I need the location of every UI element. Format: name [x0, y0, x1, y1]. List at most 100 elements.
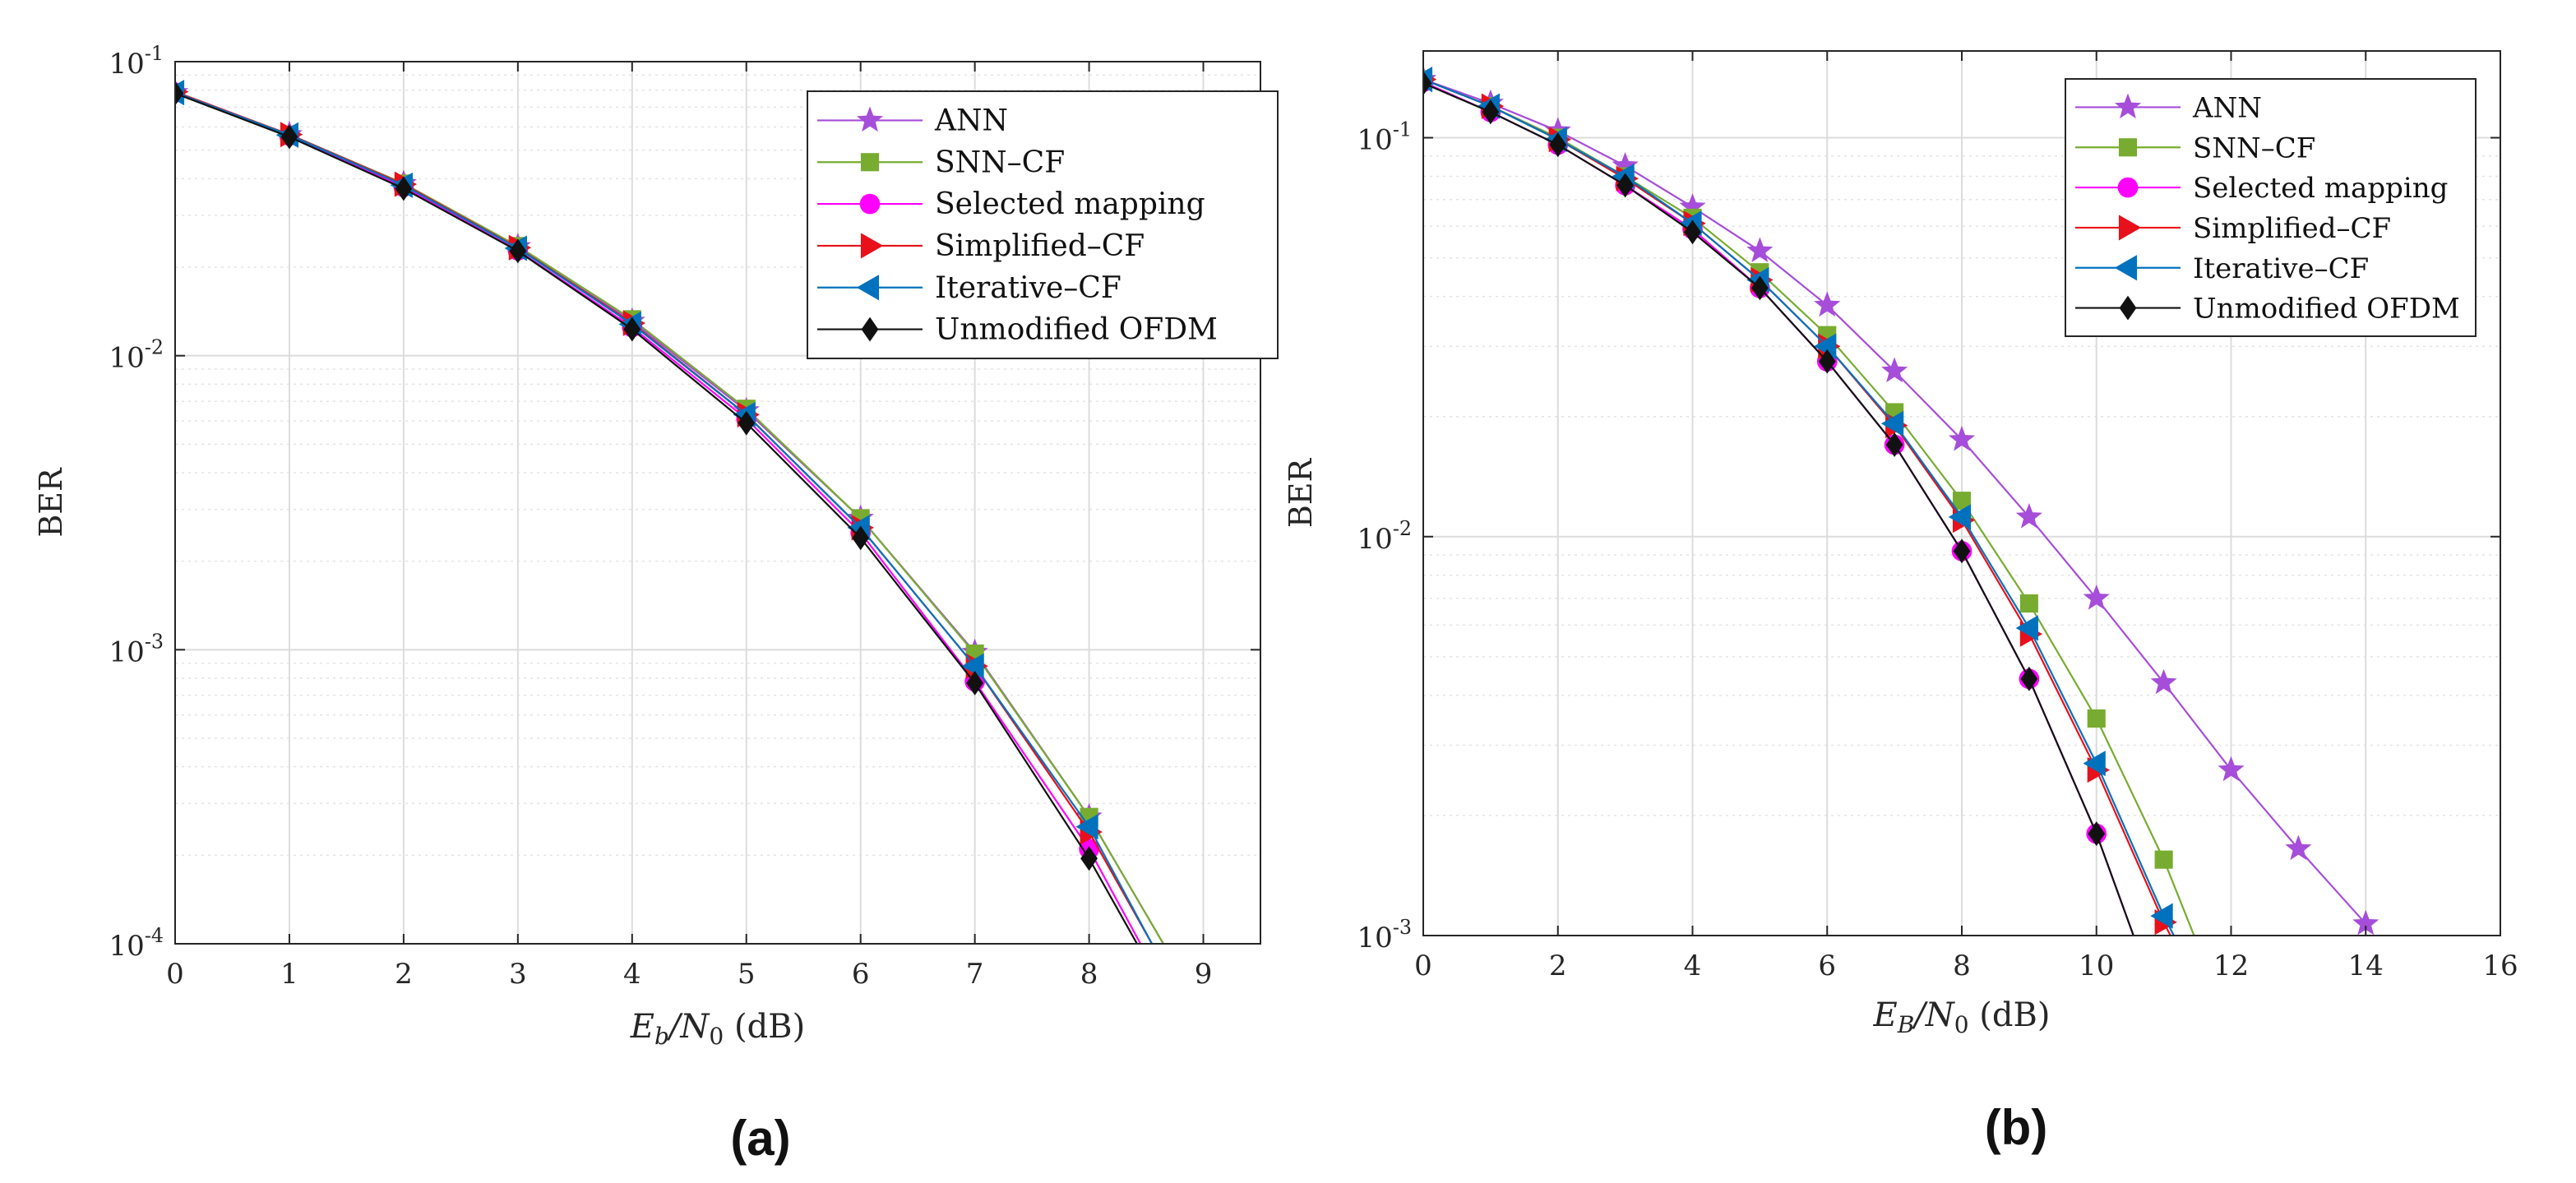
legend-box — [807, 90, 1279, 359]
series-line — [175, 91, 1153, 944]
data-point: Unmodified OFDM: (4, 0.058) — [1684, 220, 1701, 245]
data-point: ANN: (8, 0.0175) — [1948, 425, 1976, 451]
y-tick-label: 10-4 — [109, 924, 164, 963]
legend-item: SNN–CF — [2075, 132, 2315, 164]
legend-marker — [859, 193, 881, 215]
data-point: Unmodified OFDM: (3, 0.0227) — [509, 238, 527, 264]
data-point: Unmodified OFDM: (1, 0.0555) — [280, 124, 298, 150]
y-tick-label: 10-1 — [109, 42, 164, 81]
data-point: SNN–CF: (10, 0.0035) — [2087, 709, 2106, 728]
x-tick-label: 0 — [166, 958, 184, 991]
data-point: Unmodified OFDM: (10, 0.0018) — [2088, 821, 2106, 847]
legend-marker — [2118, 138, 2138, 157]
data-point: Unmodified OFDM: (0, 0.137) — [1423, 71, 1432, 96]
legend: ANN SNN–CF Selected mapping Simplified–CF It… — [2065, 78, 2477, 337]
x-tick-label: 4 — [623, 958, 641, 991]
legend-item: Selected mapping — [817, 187, 1205, 221]
x-tick-label: 5 — [738, 958, 756, 991]
x-tick-label: 8 — [1953, 950, 1971, 982]
x-tick-label: 2 — [1549, 950, 1567, 982]
legend-marker — [856, 106, 884, 132]
data-point: Iterative–CF: (7, 0.00088) — [961, 653, 984, 679]
x-axis-label: Eb/N0 (dB) — [630, 1008, 805, 1050]
legend-marker — [2114, 255, 2138, 281]
data-point: Iterative–CF: (7, 0.0192) — [1880, 410, 1904, 437]
data-point: ANN: (3, 0.085) — [1612, 151, 1639, 178]
data-point: Unmodified OFDM: (8, 0.0092) — [1953, 538, 1971, 564]
legend-label: SNN–CF — [2193, 132, 2315, 164]
series-5: Unmodified OFDM: (0, 0.078) Unmodified OF… — [175, 81, 1138, 944]
legend-label: ANN — [934, 104, 1008, 137]
x-tick-label: 0 — [1414, 950, 1432, 982]
legend-label: Simplified–CF — [2193, 212, 2391, 245]
legend-label: SNN–CF — [935, 146, 1065, 179]
data-point: Unmodified OFDM: (2, 0.037) — [395, 176, 413, 201]
series-line — [1423, 82, 2134, 936]
legend-item: Iterative–CF — [817, 271, 1122, 305]
data-point: Unmodified OFDM: (0, 0.078) — [175, 81, 184, 106]
x-tick-label: 6 — [1818, 950, 1836, 982]
data-point: Unmodified OFDM: (2, 0.096) — [1549, 132, 1567, 158]
data-point: Iterative–CF: (8, 0.0112) — [1948, 504, 1972, 530]
data-point: ANN: (11, 0.0043) — [2150, 668, 2177, 695]
x-tick-label: 9 — [1195, 958, 1213, 991]
legend-label: Simplified–CF — [935, 229, 1145, 263]
data-point: ANN: (7, 0.026) — [1881, 357, 1908, 383]
y-tick-label: 10-3 — [1357, 916, 1412, 954]
series-line — [175, 92, 1138, 944]
series-0: ANN: (0, 0.14)ANN: (1, 0.122)ANN: (2, 0.… — [1423, 65, 2379, 936]
legend-item: Unmodified OFDM — [2075, 293, 2460, 326]
x-tick-label: 1 — [280, 958, 298, 991]
x-tick-label: 10 — [2079, 950, 2114, 982]
data-point: Unmodified OFDM: (7, 0.017) — [1885, 432, 1903, 457]
series-5: Unmodified OFDM: (0, 0.137) Unmodified OF… — [1423, 71, 2134, 936]
series-group: ANN: (0, 0.14)ANN: (1, 0.122)ANN: (2, 0.… — [1423, 65, 2379, 936]
data-point: Iterative–CF: (6, 0.03) — [1814, 333, 1837, 359]
legend-marker — [2117, 177, 2139, 198]
data-point: Iterative–CF: (9, 0.0059) — [2015, 615, 2038, 641]
data-point: Unmodified OFDM: (8, 0.000195) — [1080, 846, 1098, 871]
y-axis-label: BER — [33, 467, 69, 538]
x-tick-label: 7 — [966, 958, 984, 991]
legend-marker — [860, 233, 884, 259]
y-tick-label: 10-2 — [1357, 517, 1412, 556]
grid — [174, 61, 1260, 945]
legend-item: ANN — [2075, 91, 2262, 124]
data-point: Iterative–CF: (11, 0.00112) — [2150, 903, 2173, 929]
data-point: Unmodified OFDM: (6, 0.0275) — [1818, 349, 1836, 374]
data-point: ANN: (12, 0.0026) — [2218, 756, 2245, 782]
legend-label: ANN — [2192, 91, 2262, 124]
legend-marker — [860, 153, 880, 172]
legend-item: Simplified–CF — [2075, 212, 2391, 245]
data-point: Unmodified OFDM: (9, 0.0044) — [2020, 666, 2038, 691]
data-point: SNN–CF: (9, 0.0068) — [2019, 594, 2038, 613]
y-tick-label: 10-1 — [1357, 118, 1412, 157]
x-tick-label: 14 — [2348, 950, 2384, 982]
y-tick-label: 10-3 — [109, 630, 164, 668]
data-point: Unmodified OFDM: (7, 0.00077) — [966, 670, 984, 695]
legend-item: ANN — [817, 104, 1008, 137]
data-point: Unmodified OFDM: (1, 0.116) — [1482, 99, 1500, 125]
x-axis-label: EB/N0 (dB) — [1872, 996, 2050, 1038]
legend-item: Iterative–CF — [2075, 252, 2369, 285]
data-point: Unmodified OFDM: (3, 0.076) — [1616, 173, 1635, 198]
legend-label: Selected mapping — [2193, 172, 2448, 205]
data-point: ANN: (6, 0.038) — [1814, 291, 1841, 317]
data-point: ANN: (9, 0.0112) — [2015, 503, 2042, 529]
panel-label-a: (a) — [730, 1111, 790, 1166]
data-point: Unmodified OFDM: (5, 0.042) — [1750, 275, 1769, 301]
data-point: Iterative–CF: (10, 0.0027) — [2083, 751, 2106, 777]
legend-label: Iterative–CF — [2193, 252, 2369, 285]
data-point: ANN: (14, 0.00107) — [2352, 909, 2379, 936]
y-axis-label: BER — [1283, 457, 1319, 528]
legend-item: Selected mapping — [2075, 172, 2448, 205]
legend-marker — [861, 317, 879, 342]
x-tick-label: 6 — [852, 958, 870, 991]
y-tick-label: 10-2 — [109, 336, 164, 375]
x-tick-label: 8 — [1080, 958, 1098, 991]
chart-panel-a: ANN: (0, 0.0785)ANN: (1, 0.0565)ANN: (2,… — [33, 42, 1279, 1050]
axes-box — [174, 61, 1261, 945]
